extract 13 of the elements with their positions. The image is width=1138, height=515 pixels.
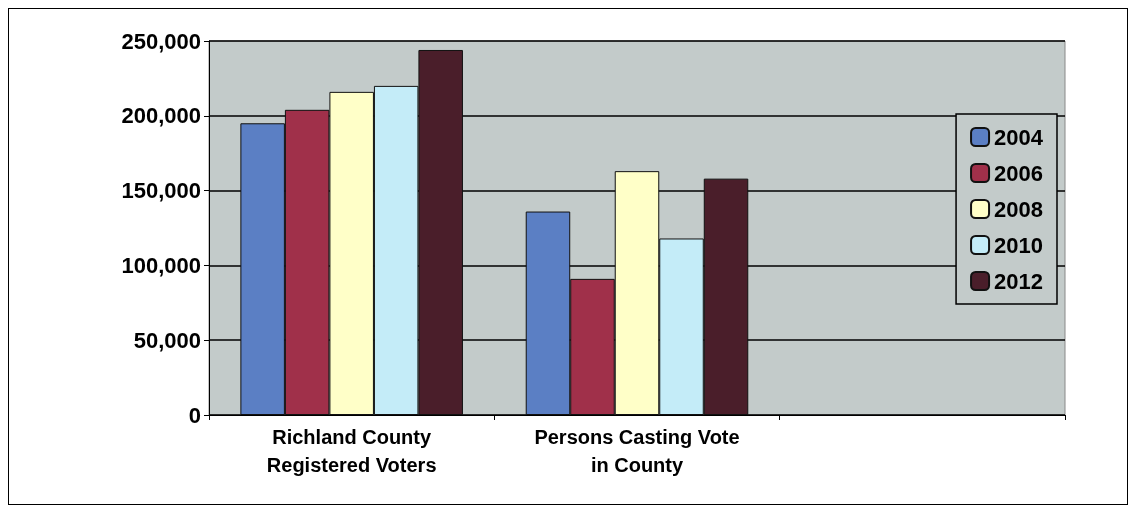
x-tick-label: Persons Casting Vote in County (534, 426, 740, 476)
y-tick-label: 50,000 (133, 327, 201, 353)
y-tick-label: 0 (188, 402, 201, 428)
y-tick-label: 200,000 (121, 103, 201, 129)
legend-label: 2012 (994, 268, 1044, 294)
legend-label: 2004 (994, 124, 1044, 150)
legend-label: 2006 (994, 160, 1044, 186)
x-tick-label: Richland County Registered Voters (266, 426, 437, 476)
y-tick-label: 250,000 (121, 28, 201, 54)
legend-label: 2010 (994, 232, 1044, 258)
y-tick-label: 100,000 (121, 252, 201, 278)
legend-label: 2008 (994, 196, 1044, 222)
y-tick-label: 150,000 (121, 178, 201, 204)
